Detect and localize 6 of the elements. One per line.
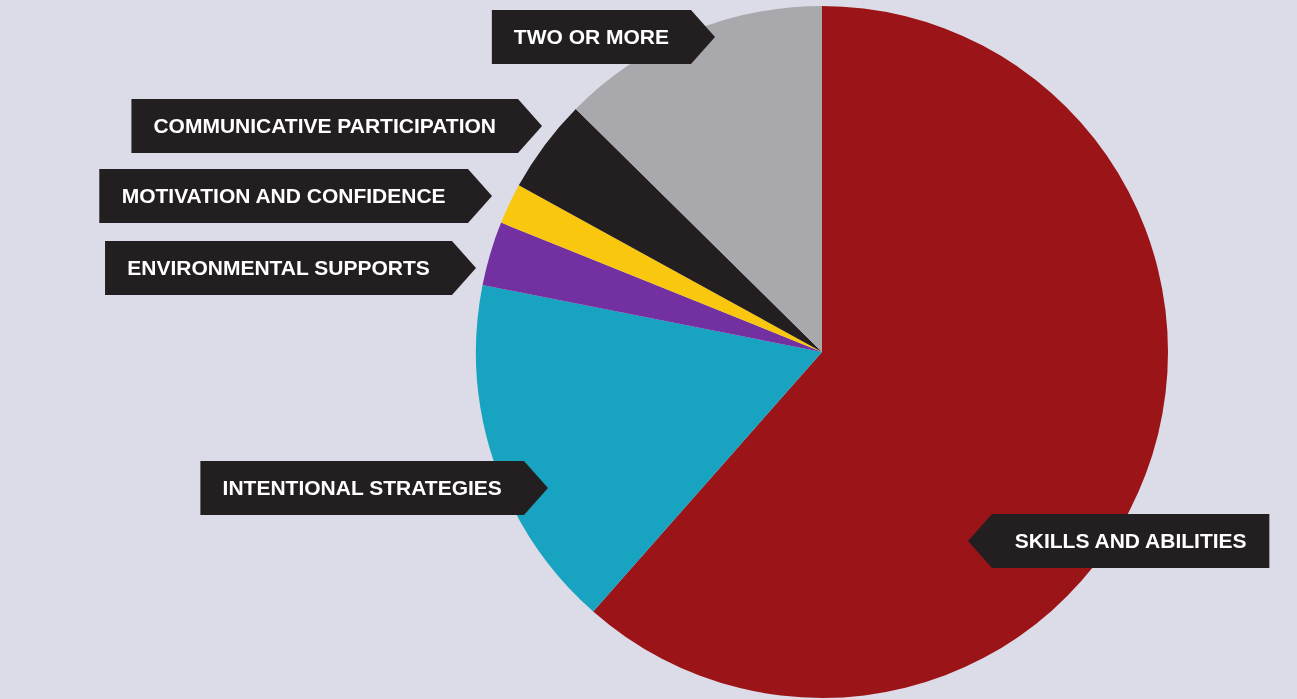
slice-label: TWO OR MORE [513,24,669,48]
slice-label: MOTIVATION AND CONFIDENCE [121,183,446,207]
slice-label: ENVIRONMENTAL SUPPORTS [127,255,430,279]
slice-label: COMMUNICATIVE PARTICIPATION [153,113,496,137]
slice-label: INTENTIONAL STRATEGIES [222,475,502,499]
slice-label: SKILLS AND ABILITIES [1014,528,1247,552]
